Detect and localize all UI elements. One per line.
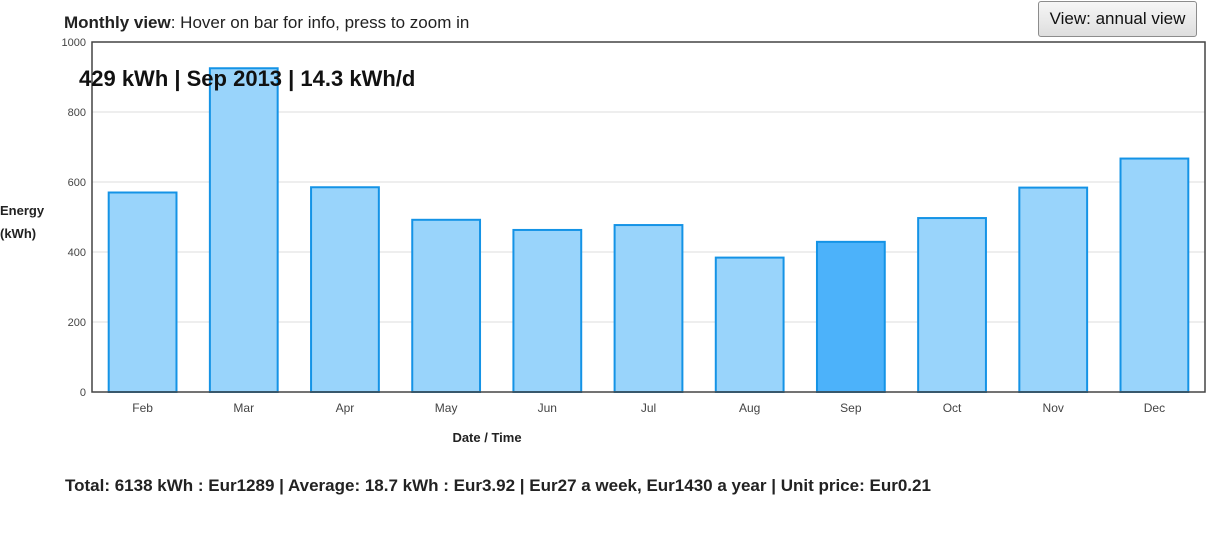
x-tick-label: Apr: [336, 401, 355, 415]
bar-nov[interactable]: [1018, 186, 1089, 393]
x-axis-label: Date / Time: [452, 430, 521, 445]
x-tick-label: Jun: [538, 401, 557, 415]
energy-summary-footer: Total: 6138 kWh : Eur1289 | Average: 18.…: [65, 476, 931, 495]
x-tick-label: Jul: [641, 401, 656, 415]
x-tick-label: Sep: [840, 401, 862, 415]
x-tick-label: Nov: [1043, 401, 1064, 415]
y-tick-label: 1000: [62, 37, 86, 49]
bar-oct[interactable]: [917, 217, 987, 393]
x-tick-label: Oct: [943, 401, 962, 415]
bar-sep[interactable]: [815, 240, 886, 393]
x-tick-label: Aug: [739, 401, 760, 415]
bar-feb[interactable]: [107, 191, 178, 393]
y-axis-label: Energy: [0, 203, 45, 218]
chart-instructions: : Hover on bar for info, press to zoom i…: [170, 13, 470, 32]
y-tick-label: 0: [80, 387, 86, 399]
y-tick-label: 600: [68, 177, 86, 189]
hover-info-readout: 429 kWh | Sep 2013 | 14.3 kWh/d: [79, 66, 416, 91]
bar-apr[interactable]: [310, 186, 380, 393]
y-tick-label: 800: [68, 107, 86, 119]
y-tick-label: 400: [68, 247, 86, 259]
chart-title-line: Monthly view: Hover on bar for info, pre…: [64, 13, 469, 33]
bar-mar[interactable]: [208, 67, 279, 393]
plot-frame: [91, 41, 1206, 393]
y-tick-label: 200: [68, 317, 86, 329]
x-tick-label: Dec: [1144, 401, 1165, 415]
bar-jul[interactable]: [613, 224, 684, 393]
annual-view-button[interactable]: View: annual view: [1038, 1, 1197, 37]
view-mode-label: Monthly view: [64, 13, 171, 32]
bar-jun[interactable]: [512, 228, 583, 393]
x-tick-label: Feb: [132, 401, 153, 415]
y-axis-unit-label: (kWh): [0, 226, 36, 241]
bar-aug[interactable]: [714, 256, 785, 393]
bar-dec[interactable]: [1119, 157, 1190, 393]
x-tick-label: May: [435, 401, 458, 415]
x-tick-label: Mar: [233, 401, 254, 415]
bar-may[interactable]: [411, 218, 482, 393]
